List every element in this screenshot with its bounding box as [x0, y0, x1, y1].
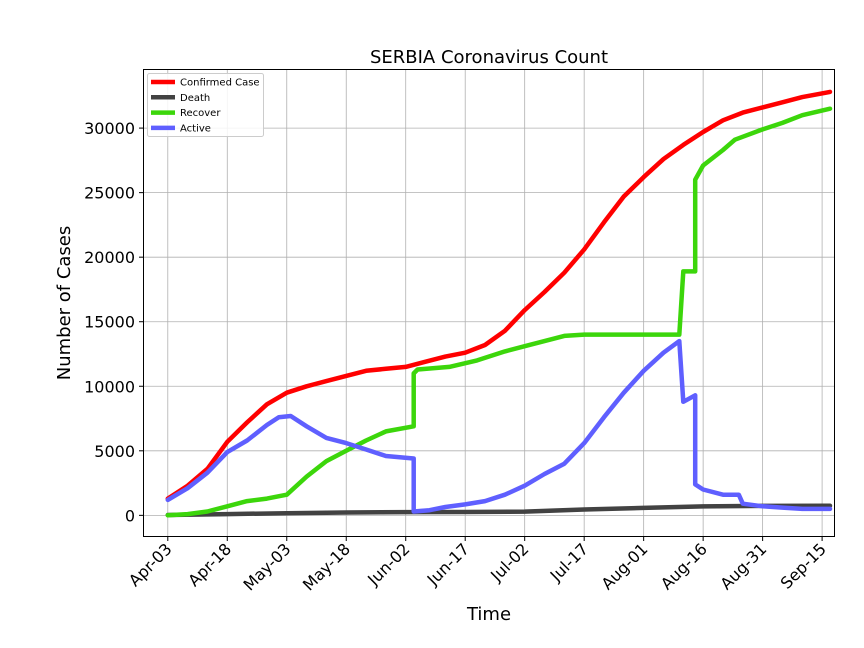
legend-label: Active [180, 123, 211, 134]
x-tick-label: Sep-15 [777, 539, 830, 592]
y-tick-label: 20000 [84, 248, 135, 267]
x-tick-label: Aug-16 [657, 539, 711, 593]
plot-area-frame [143, 69, 835, 537]
x-tick-label: Jun-17 [423, 539, 473, 589]
x-tick-label: May-03 [239, 539, 294, 594]
x-tick-label: Aug-01 [597, 539, 651, 593]
x-tick-label: Apr-18 [184, 539, 235, 590]
x-tick-label: Jun-02 [363, 539, 413, 589]
series-line-recover [165, 106, 833, 518]
series-line-death [165, 503, 833, 518]
legend-box [147, 73, 264, 137]
chart-title: SERBIA Coronavirus Count [370, 47, 608, 68]
x-tick-label: May-18 [299, 539, 354, 594]
y-axis-ticks: 0 5000 10000 15000 20000 25000 30000 [84, 119, 144, 525]
series-line-active [165, 338, 833, 514]
y-tick-label: 5000 [94, 442, 135, 461]
legend-label: Recover [180, 108, 221, 119]
legend-label: Confirmed Case [180, 78, 260, 89]
y-tick-label: 30000 [84, 119, 135, 138]
y-tick-label: 25000 [84, 184, 135, 203]
x-tick-label: Jul-17 [546, 539, 592, 585]
y-tick-label: 15000 [84, 313, 135, 332]
x-tick-label: Aug-31 [716, 539, 770, 593]
grid-lines [144, 70, 834, 536]
x-axis-ticks: Apr-03 Apr-18 May-03 May-18 Jun-02 Jun-17 Jul-… [125, 536, 830, 595]
legend: Confirmed Case Death Recover Active [147, 73, 264, 137]
x-axis-title: Time [466, 604, 511, 625]
y-axis-title: Number of Cases [54, 226, 75, 381]
series-lines [165, 89, 833, 518]
series-line-confirmed-case [165, 89, 833, 501]
x-tick-label: Apr-03 [125, 539, 176, 590]
x-tick-label: Jul-02 [486, 539, 532, 585]
y-tick-label: 10000 [84, 377, 135, 396]
y-tick-label: 0 [125, 506, 135, 525]
legend-label: Death [180, 93, 210, 104]
